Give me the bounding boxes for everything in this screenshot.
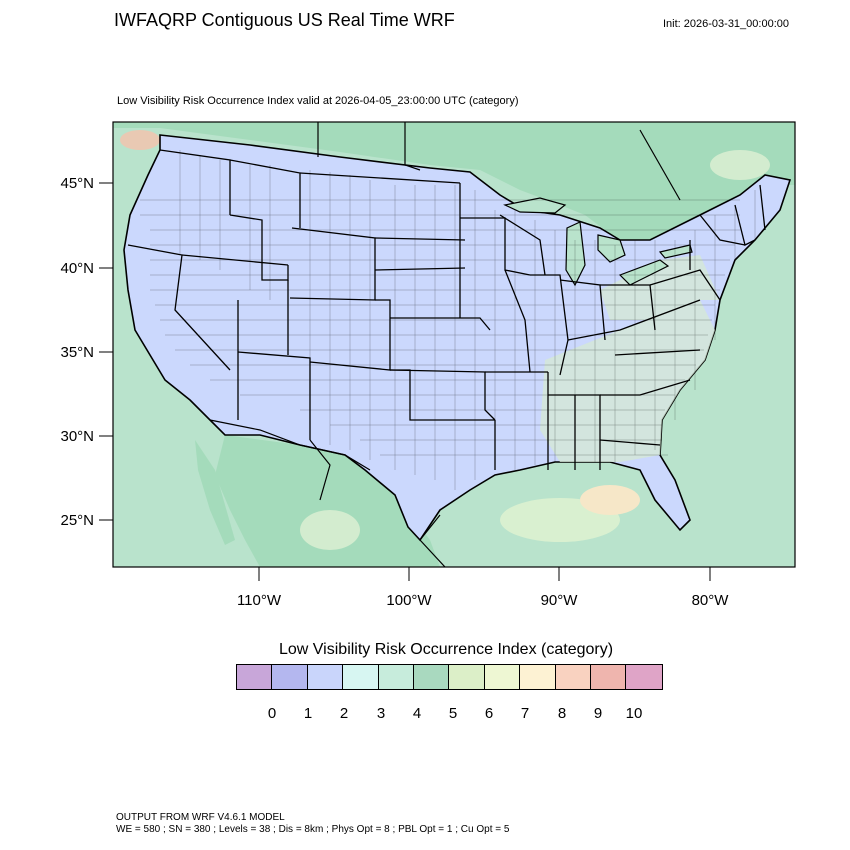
chart-title: IWFAQRP Contiguous US Real Time WRF (114, 10, 455, 30)
legend-swatch (237, 665, 273, 689)
legend-tick-6: 6 (485, 705, 493, 722)
legend-tick-7: 7 (521, 705, 529, 722)
legend-swatch (590, 665, 627, 689)
legend-title: Low Visibility Risk Occurrence Index (ca… (279, 641, 614, 658)
legend-swatch (343, 665, 379, 689)
legend-swatch (484, 665, 521, 689)
lon-label-100: 100°W (386, 592, 432, 609)
init-time: Init: 2026-03-31_00:00:00 (663, 18, 789, 30)
legend-swatch (307, 665, 344, 689)
legend-tick-8: 8 (558, 705, 566, 722)
legend-tick-0: 0 (268, 705, 276, 722)
legend-swatch (378, 665, 414, 689)
legend-colorbar (236, 664, 663, 690)
lon-label-80: 80°W (692, 592, 730, 609)
footer-config-line: WE = 580 ; SN = 380 ; Levels = 38 ; Dis … (116, 824, 510, 835)
legend-swatch (413, 665, 450, 689)
mexico-land (215, 435, 440, 567)
legend-tick-10: 10 (626, 705, 643, 722)
legend-swatch (555, 665, 591, 689)
lat-label-35: 35°N (60, 344, 94, 361)
legend-tick-5: 5 (449, 705, 457, 722)
footer-model-line: OUTPUT FROM WRF V4.6.1 MODEL (116, 812, 285, 823)
lat-label-40: 40°N (60, 260, 94, 277)
legend-tick-4: 4 (413, 705, 421, 722)
lon-label-110: 110°W (237, 592, 282, 609)
legend-swatch (449, 665, 485, 689)
legend-tick-1: 1 (304, 705, 312, 722)
lat-label-30: 30°N (60, 428, 94, 445)
legend-tick-2: 2 (340, 705, 348, 722)
lon-label-90: 90°W (541, 592, 579, 609)
lat-label-25: 25°N (60, 512, 94, 529)
legend-swatch (520, 665, 556, 689)
legend-swatch (272, 665, 308, 689)
legend-swatch (626, 665, 662, 689)
map-subtitle: Low Visibility Risk Occurrence Index val… (117, 95, 519, 107)
canada-land (113, 122, 795, 245)
plot-frame (112, 121, 796, 568)
legend-tick-9: 9 (594, 705, 602, 722)
lat-label-45: 45°N (60, 175, 94, 192)
legend-tick-3: 3 (377, 705, 385, 722)
